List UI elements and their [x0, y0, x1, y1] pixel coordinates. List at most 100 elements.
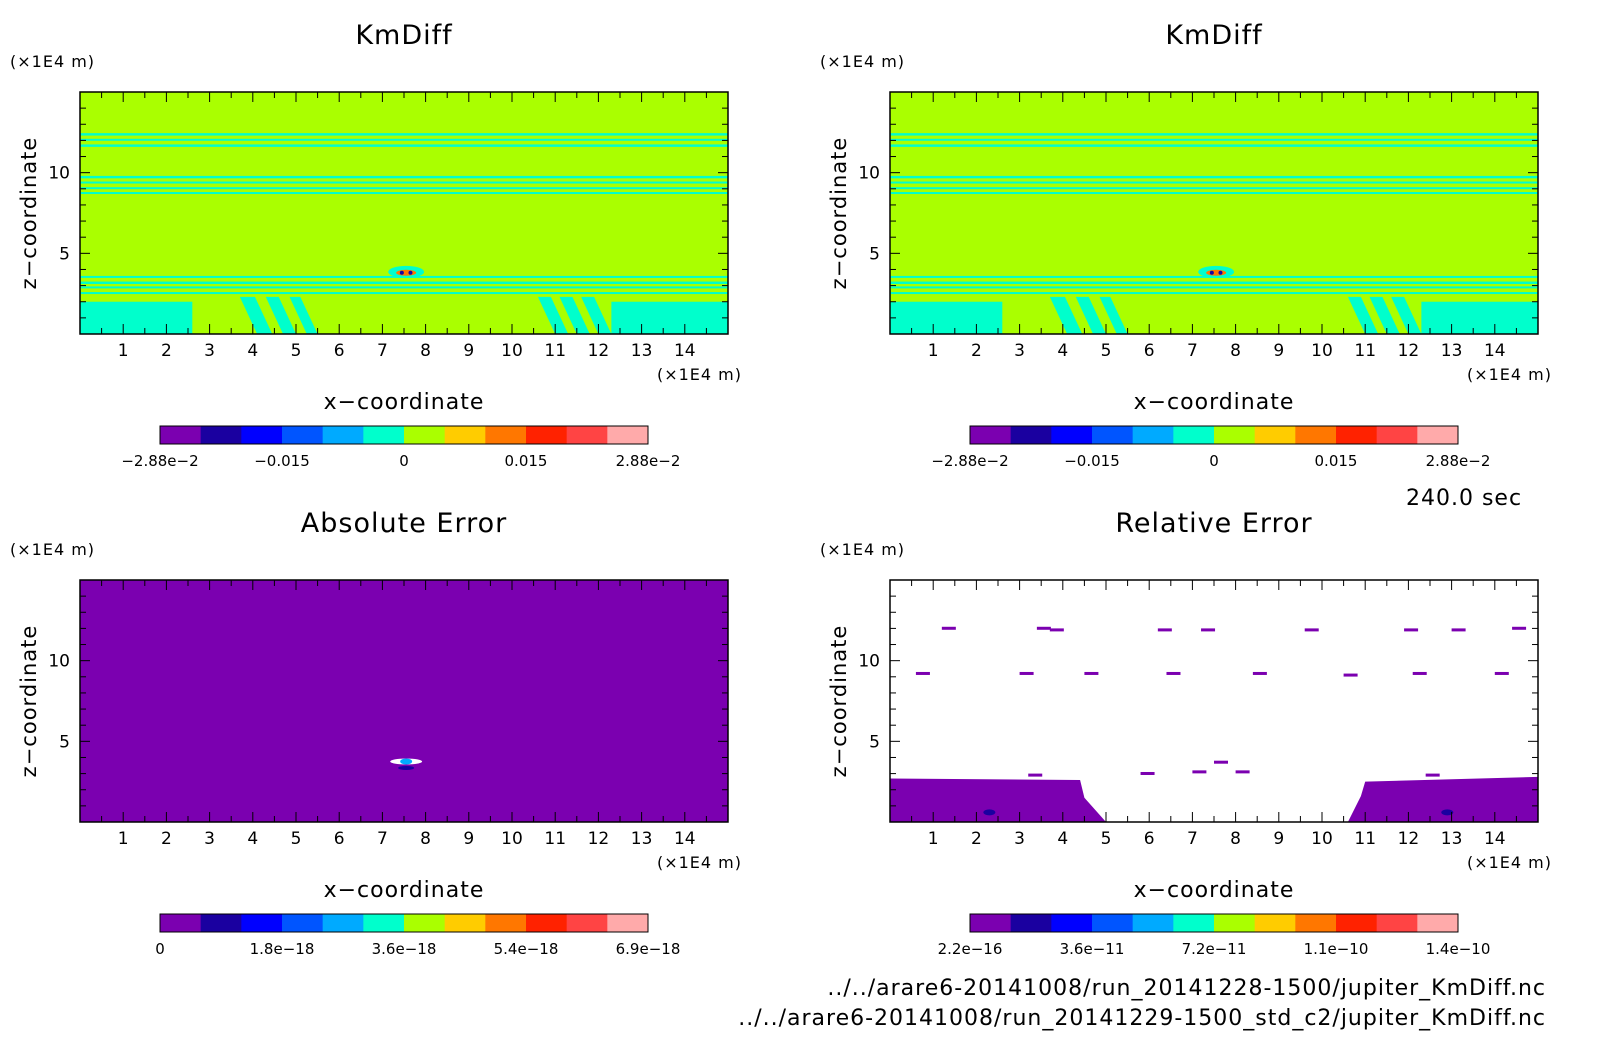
colorbar-segment: [1010, 914, 1052, 932]
colorbar-segment: [1295, 914, 1337, 932]
x-tick-label: 14: [1484, 341, 1506, 361]
colorbar-segment: [526, 426, 568, 444]
field-feature-low: [398, 765, 415, 770]
colorbar: −2.88e−2 −0.015 0 0.015 2.88e−2: [931, 425, 1490, 470]
colorbar-segment: [1173, 914, 1215, 932]
field-plume: [239, 296, 273, 334]
panel-title: KmDiff: [355, 20, 453, 51]
x-tick-label: 7: [377, 829, 388, 849]
x-tick-label: 1: [928, 341, 939, 361]
field-low-right: [1421, 301, 1538, 334]
x-tick-label: 3: [204, 341, 215, 361]
colorbar: 2.2e−16 3.6e−11 7.2e−11 1.1e−10 1.4e−10: [938, 913, 1490, 958]
colorbar-label: 2.88e−2: [616, 452, 681, 470]
colorbar-segment: [200, 426, 242, 444]
field-plume: [537, 296, 569, 334]
colorbar-segment: [1132, 914, 1174, 932]
x-tick-label: 9: [1273, 829, 1284, 849]
field-low-right: [611, 301, 728, 334]
field-plume: [289, 296, 318, 334]
y-unit: (×1E4 m): [820, 52, 905, 71]
x-unit: (×1E4 m): [1467, 853, 1552, 872]
field-low-left: [890, 778, 1106, 822]
x-tick-label: 14: [1484, 829, 1506, 849]
field-speck: [1425, 773, 1440, 777]
x-tick-label: 8: [1230, 829, 1241, 849]
colorbar: −2.88e−2 −0.015 0 0.015 2.88e−2: [121, 425, 681, 470]
colorbar-segment: [404, 914, 446, 932]
field-band: [80, 281, 728, 284]
x-tick-label: 12: [588, 341, 610, 361]
field-speck: [1304, 628, 1319, 632]
colorbar-segment: [1295, 426, 1337, 444]
colorbar-segment: [1173, 426, 1215, 444]
x-tick-label: 3: [1014, 829, 1025, 849]
colorbar-segment: [1254, 426, 1296, 444]
x-axis-label: x−coordinate: [324, 878, 485, 903]
x-tick-label: 6: [334, 829, 345, 849]
field-band: [890, 175, 1538, 179]
colorbar-segment: [485, 426, 527, 444]
panel-title: Absolute Error: [301, 508, 507, 539]
y-tick-label: 10: [48, 652, 70, 672]
colorbar-segment: [1254, 914, 1296, 932]
x-tick-label: 12: [588, 829, 610, 849]
panel-title: KmDiff: [1165, 20, 1263, 51]
colorbar-segment: [1376, 914, 1418, 932]
colorbar-segment: [1092, 914, 1134, 932]
colorbar-segment: [160, 914, 202, 932]
x-unit: (×1E4 m): [657, 853, 742, 872]
field-speck: [1252, 671, 1267, 675]
field-speck: [1028, 773, 1043, 777]
colorbar-segment: [970, 914, 1012, 932]
colorbar-label: −2.88e−2: [121, 452, 198, 470]
colorbar-segment: [444, 426, 486, 444]
field-speck: [1512, 626, 1527, 630]
field-speck: [1036, 626, 1051, 630]
field-band: [80, 144, 728, 147]
colorbar-segment: [485, 914, 527, 932]
y-tick-label: 10: [48, 164, 70, 184]
field-band: [890, 192, 1538, 195]
x-tick-label: 12: [1398, 341, 1420, 361]
field-band: [890, 181, 1538, 184]
y-tick-label: 5: [59, 732, 70, 752]
x-tick-label: 4: [1057, 829, 1068, 849]
field-speck: [1412, 671, 1427, 675]
x-tick-label: 6: [1144, 829, 1155, 849]
x-tick-label: 10: [501, 341, 523, 361]
colorbar-frame: [969, 425, 1459, 445]
field-feature-core: [400, 758, 413, 765]
x-tick-label: 6: [1144, 341, 1155, 361]
colorbar-label: −0.015: [254, 452, 310, 470]
colorbar-segment: [1051, 914, 1093, 932]
y-tick-label: 10: [858, 652, 880, 672]
x-axis-label: x−coordinate: [1134, 878, 1295, 903]
field-band: [80, 286, 728, 289]
x-tick-label: 4: [247, 341, 258, 361]
y-axis-label: z−coordinate: [827, 625, 851, 778]
colorbar-segment: [363, 426, 405, 444]
x-tick-label: 9: [1273, 341, 1284, 361]
x-tick-label: 5: [291, 341, 302, 361]
field-band: [890, 138, 1538, 141]
x-tick-label: 4: [247, 829, 258, 849]
field-background: [890, 92, 1538, 334]
field: [80, 580, 728, 822]
x-tick-label: 5: [1101, 829, 1112, 849]
field-band: [80, 192, 728, 195]
field-feature-core: [396, 269, 417, 276]
colorbar-segment: [282, 914, 324, 932]
colorbar-segment: [607, 914, 649, 932]
y-axis-label: z−coordinate: [17, 137, 41, 290]
colorbar-label: −0.015: [1064, 452, 1120, 470]
x-tick-label: 1: [928, 829, 939, 849]
y-axis-label: z−coordinate: [827, 137, 851, 290]
x-tick-label: 11: [544, 829, 566, 849]
colorbar-label: 1.8e−18: [250, 940, 315, 958]
source-file-1: ../../arare6-20141008/run_20141228-1500/…: [827, 976, 1546, 1001]
